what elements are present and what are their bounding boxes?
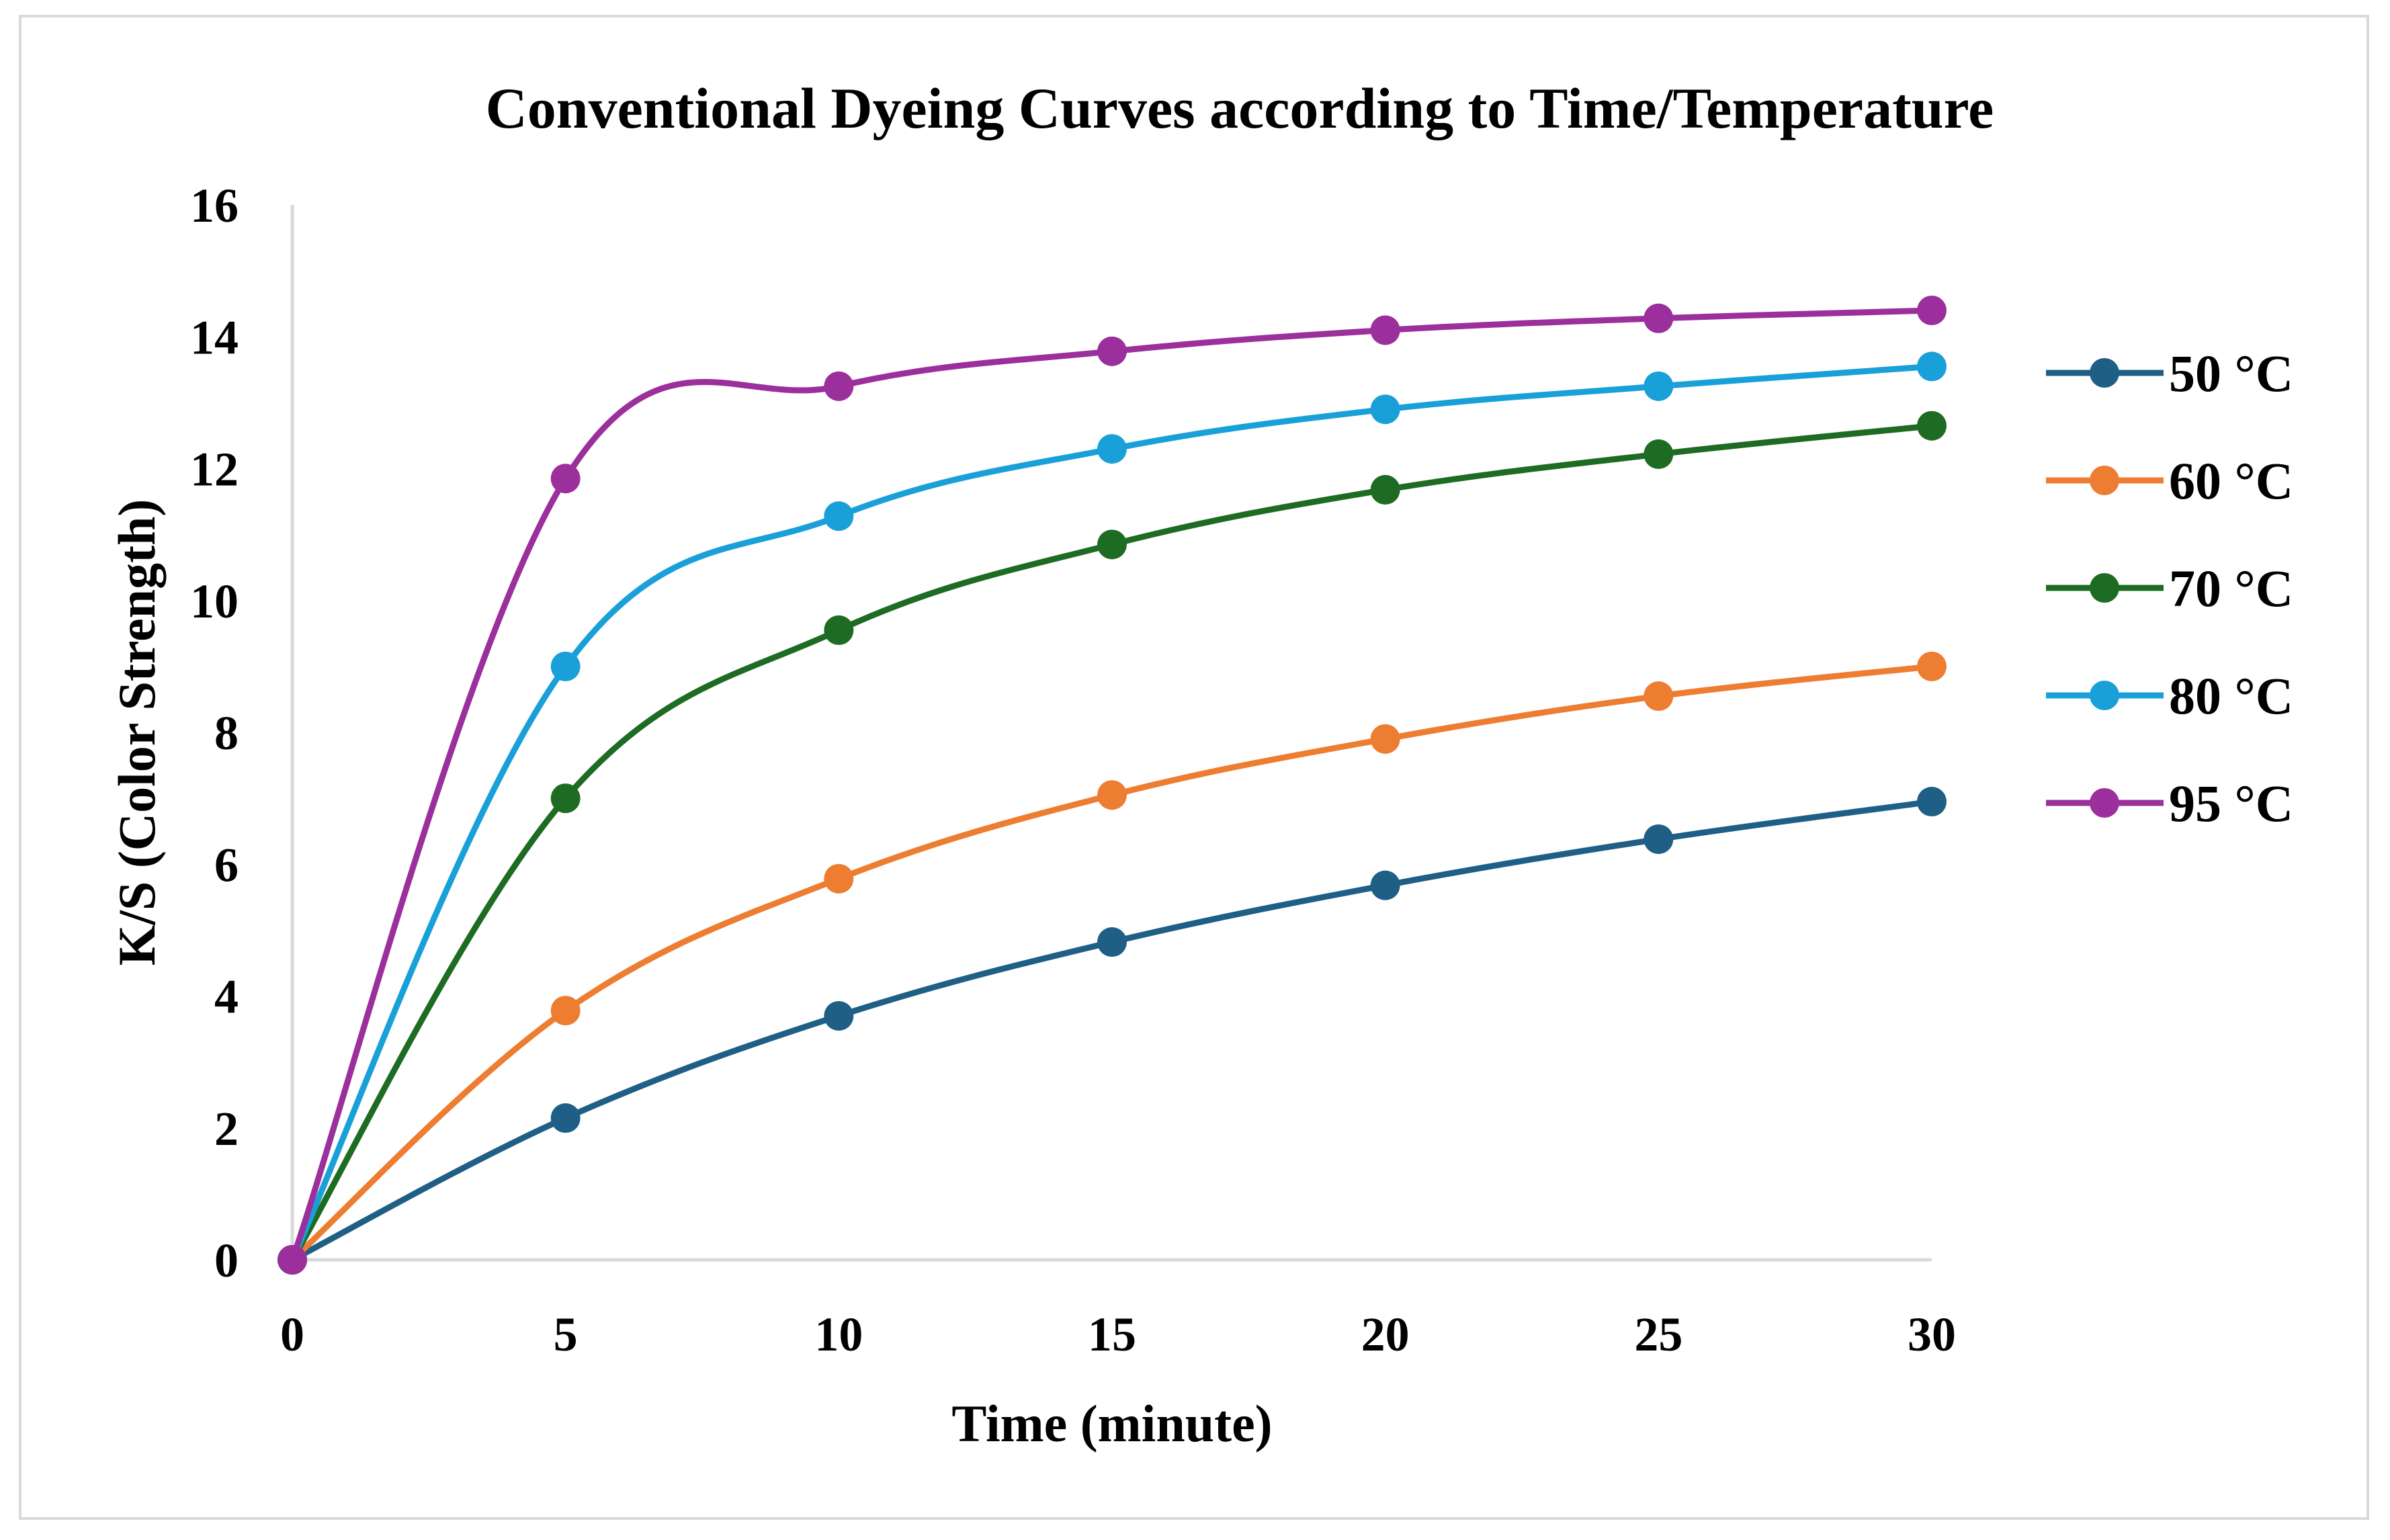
legend-label: 95 °C xyxy=(2169,774,2293,832)
data-point xyxy=(1370,474,1400,505)
series-80-c xyxy=(278,351,1947,1275)
data-point xyxy=(1097,336,1127,366)
legend-swatch-marker xyxy=(2090,681,2119,710)
legend-item: 95 °C xyxy=(2046,774,2293,832)
legend-swatch-marker xyxy=(2090,466,2119,495)
legend-item: 50 °C xyxy=(2046,344,2293,402)
legend-label: 70 °C xyxy=(2169,559,2293,617)
data-point xyxy=(1917,787,1947,817)
y-tick-label: 2 xyxy=(214,1102,239,1156)
data-point xyxy=(1644,303,1674,333)
y-tick-label: 4 xyxy=(214,970,239,1024)
y-tick-label: 8 xyxy=(214,706,239,760)
data-point xyxy=(824,371,854,401)
legend-label: 60 °C xyxy=(2169,452,2293,510)
y-tick-label: 14 xyxy=(190,310,239,364)
data-point xyxy=(1370,724,1400,754)
y-axis-label: K/S (Color Strength) xyxy=(108,499,166,966)
data-point xyxy=(278,1245,307,1275)
data-point xyxy=(1370,870,1400,900)
series-50-c xyxy=(278,787,1947,1275)
data-point xyxy=(1370,394,1400,425)
data-point xyxy=(1917,651,1947,681)
data-point xyxy=(550,651,581,681)
series-95-c xyxy=(278,296,1947,1275)
y-tick-label: 12 xyxy=(190,443,239,497)
data-point xyxy=(550,464,581,494)
legend-swatch-marker xyxy=(2090,788,2119,818)
series-line xyxy=(289,363,1935,1263)
legend-item: 80 °C xyxy=(2046,667,2293,725)
data-point xyxy=(1097,780,1127,810)
series-line xyxy=(289,307,1935,1263)
y-tick-labels: 0 2 4 6 8 10 12 14 16 xyxy=(190,179,239,1287)
legend-item: 70 °C xyxy=(2046,559,2293,617)
legend-swatch-marker xyxy=(2090,358,2119,388)
chart-title: Conventional Dyeing Curves according to … xyxy=(486,76,1994,140)
y-tick-label: 10 xyxy=(190,574,239,628)
chart-frame xyxy=(19,15,2369,1520)
data-point xyxy=(824,863,854,894)
data-point xyxy=(1097,529,1127,560)
x-tick-labels: 0 5 10 15 20 25 30 xyxy=(280,1308,1956,1361)
data-point xyxy=(1370,315,1400,345)
data-point xyxy=(1644,439,1674,469)
data-point xyxy=(1097,927,1127,957)
series-70-c xyxy=(278,411,1947,1275)
data-point xyxy=(824,1000,854,1031)
x-tick-label: 10 xyxy=(814,1308,863,1361)
x-tick-label: 30 xyxy=(1908,1308,1956,1361)
data-point xyxy=(824,501,854,531)
legend-label: 80 °C xyxy=(2169,667,2293,725)
data-point xyxy=(1097,434,1127,464)
data-point xyxy=(550,1103,581,1133)
data-point xyxy=(550,783,581,814)
x-tick-label: 25 xyxy=(1634,1308,1682,1361)
data-point xyxy=(1644,371,1674,401)
x-tick-label: 5 xyxy=(554,1308,578,1361)
data-point xyxy=(550,996,581,1026)
plot-area xyxy=(278,296,1947,1275)
data-point xyxy=(1917,296,1947,325)
x-tick-label: 15 xyxy=(1088,1308,1136,1361)
y-tick-label: 16 xyxy=(190,179,239,232)
series-60-c xyxy=(278,651,1947,1275)
legend-item: 60 °C xyxy=(2046,452,2293,510)
data-point xyxy=(1644,824,1674,854)
legend: 50 °C 60 °C 70 °C 80 °C 95 °C xyxy=(2046,344,2293,832)
x-tick-label: 20 xyxy=(1361,1308,1410,1361)
data-point xyxy=(824,615,854,645)
y-tick-label: 0 xyxy=(214,1234,239,1287)
legend-swatch-marker xyxy=(2090,573,2119,603)
x-tick-label: 0 xyxy=(280,1308,304,1361)
x-axis-label: Time (minute) xyxy=(951,1394,1272,1453)
data-point xyxy=(1917,411,1947,441)
data-point xyxy=(1917,351,1947,382)
data-point xyxy=(1644,681,1674,712)
series-line xyxy=(289,663,1935,1263)
y-tick-label: 6 xyxy=(214,838,239,892)
legend-label: 50 °C xyxy=(2169,344,2293,402)
